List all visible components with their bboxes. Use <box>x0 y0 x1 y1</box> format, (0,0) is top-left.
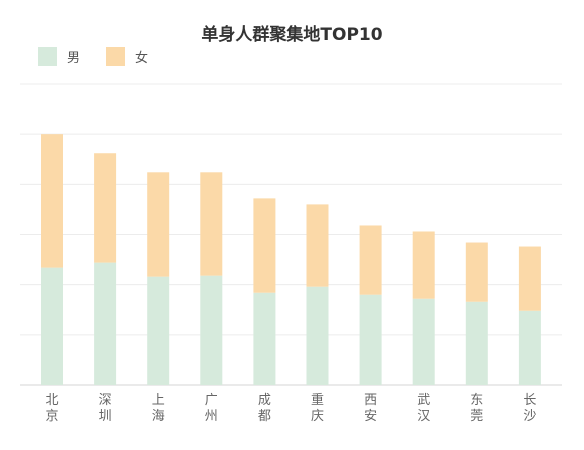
bar-segment-female <box>465 242 488 302</box>
x-tick-label: 东莞 <box>470 393 483 424</box>
bar-segment-female <box>147 172 170 277</box>
x-tick-label: 重庆 <box>311 392 324 424</box>
legend-label-female: 女 <box>135 51 149 66</box>
bar-segment-female <box>518 246 541 311</box>
legend-item-male: 男 <box>38 47 80 66</box>
bar-segment-female <box>359 225 382 295</box>
bar-segment-male <box>41 267 63 385</box>
legend-item-female: 女 <box>106 47 148 66</box>
bar-segment-male <box>518 310 541 385</box>
bar-segment-male <box>359 294 382 385</box>
bar-segment-female <box>41 134 63 268</box>
bar-segment-female <box>200 172 223 276</box>
x-tick-label: 上海 <box>152 393 165 424</box>
bar-segment-male <box>306 286 329 385</box>
bar-segment-female <box>253 198 276 293</box>
x-tick-label: 深圳 <box>99 393 112 424</box>
bar-segment-female <box>94 153 117 263</box>
x-tick-label: 北京 <box>45 393 58 424</box>
bar-segment-male <box>253 292 276 385</box>
bar-segment-male <box>465 301 488 385</box>
chart-title: 单身人群聚集地TOP10 <box>201 25 383 45</box>
bar-segment-male <box>94 262 117 385</box>
bar-segment-male <box>147 276 170 385</box>
legend-swatch-female <box>106 47 126 66</box>
legend-swatch-male <box>38 47 57 66</box>
x-tick-label: 广州 <box>205 393 218 424</box>
bar-segment-male <box>412 298 435 385</box>
x-tick-label: 长沙 <box>523 393 536 424</box>
x-tick-label: 成都 <box>258 393 271 424</box>
bar-segment-male <box>200 275 223 385</box>
x-tick-label: 武汉 <box>417 393 430 424</box>
legend: 男 女 <box>38 47 148 66</box>
legend-label-male: 男 <box>67 51 81 66</box>
bar-segment-female <box>412 231 435 299</box>
x-tick-label: 西安 <box>364 393 377 424</box>
bar-segment-female <box>306 204 329 287</box>
